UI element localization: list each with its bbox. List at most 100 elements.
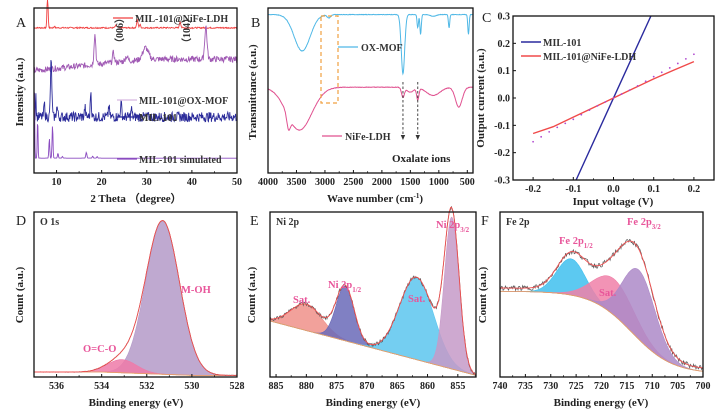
iv-dot bbox=[636, 84, 639, 87]
x-tick-label: 730 bbox=[543, 381, 558, 392]
panel-letter-f: F bbox=[481, 214, 489, 229]
legend-label-mil101-simulated: MIL-101 simulated bbox=[139, 155, 222, 166]
panel-e: E Ni 2p 885 880 875 870 865 860 855 Binding en… bbox=[246, 206, 477, 409]
x-tick-label: 875 bbox=[329, 381, 344, 392]
x-tick-label: 1000 bbox=[429, 177, 449, 188]
iv-dot bbox=[660, 71, 663, 74]
legend-label-mil101-c: MIL-101 bbox=[543, 38, 581, 49]
x-tick-label: 40 bbox=[187, 177, 197, 188]
xrd-series-0 bbox=[33, 0, 238, 30]
panel-a-frame bbox=[33, 7, 238, 174]
panel-c-ticks: -0.2 -0.1 0.0 0.1 0.2 -0.3 -0.2 -0.1 0.0 0.1 0.2 0.… bbox=[494, 12, 700, 196]
x-tick-label: 530 bbox=[184, 381, 199, 392]
iv-dot bbox=[693, 53, 695, 56]
panel-b-frame bbox=[267, 7, 474, 174]
panel-f-plot bbox=[499, 238, 704, 372]
y-tick-label: -0.1 bbox=[494, 121, 510, 132]
panel-b-x-ticks: 4000 3500 3000 2500 2000 1500 1000 500 bbox=[258, 170, 475, 188]
label-ni-2p32-main: Ni 2p bbox=[436, 220, 460, 231]
label-ni-2p12-main: Ni 2p bbox=[328, 280, 352, 291]
x-tick-label: 528 bbox=[230, 381, 245, 392]
x-tick-label: 2000 bbox=[372, 177, 392, 188]
x-tick-label: 720 bbox=[594, 381, 609, 392]
x-tick-label: 885 bbox=[269, 381, 284, 392]
label-fe-2p32-sub: 3/2 bbox=[652, 223, 661, 231]
x-tick-label: 3500 bbox=[286, 177, 306, 188]
x-tick-label: 725 bbox=[569, 381, 584, 392]
x-tick-label: 3000 bbox=[315, 177, 335, 188]
panel-f: F Fe 2p 740 735 730 725 720 715 710 705 700 Bind… bbox=[477, 211, 711, 409]
panel-e-y-label: Count (a.u.) bbox=[246, 266, 258, 323]
panel-a-plot bbox=[33, 0, 238, 160]
iv-dot bbox=[604, 101, 607, 103]
panel-e-title: Ni 2p bbox=[276, 217, 300, 228]
panel-d-x-label: Binding energy (eV) bbox=[89, 397, 184, 409]
panel-b-y-label: Transmittance (a.u.) bbox=[247, 44, 259, 140]
x-tick-label: 2500 bbox=[343, 177, 363, 188]
panel-d-frame bbox=[33, 211, 238, 378]
panel-b-x-label: Wave number (cm-1) bbox=[327, 192, 423, 205]
x-tick-label: 1500 bbox=[400, 177, 420, 188]
panel-e-plot bbox=[269, 206, 477, 377]
panel-letter-b: B bbox=[251, 16, 260, 31]
x-tick-label: 10 bbox=[52, 177, 62, 188]
label-fe-2p32-main: Fe 2p bbox=[627, 217, 652, 228]
label-ni-2p12-sub: 1/2 bbox=[352, 286, 361, 294]
y-tick-label: -0.2 bbox=[494, 148, 510, 159]
iv-dot bbox=[644, 80, 647, 83]
iv-dot bbox=[580, 113, 583, 116]
iv-dot bbox=[556, 126, 559, 129]
x-tick-label: 534 bbox=[94, 381, 109, 392]
x-tick-label: -0.1 bbox=[565, 184, 581, 195]
y-tick-label: 0.1 bbox=[498, 66, 511, 77]
panel-e-frame bbox=[269, 211, 477, 378]
panel-d-y-label: Count (a.u.) bbox=[14, 266, 26, 323]
label-fe-2p12-sub: 1/2 bbox=[584, 242, 593, 250]
label-sat-1: Sat. bbox=[293, 295, 311, 306]
x-tick-label: 870 bbox=[359, 381, 374, 392]
label-sat-f: Sat. bbox=[599, 288, 617, 299]
iv-dot bbox=[532, 140, 534, 143]
xps-envelope bbox=[34, 220, 237, 376]
panel-f-y-label: Count (a.u.) bbox=[477, 266, 489, 323]
annotation-104: （104） bbox=[180, 13, 193, 48]
label-ni-2p32: Ni 2p3/2 bbox=[436, 220, 470, 234]
x-tick-label: 865 bbox=[390, 381, 405, 392]
panel-c-x-label: Input voltage (V) bbox=[573, 196, 654, 208]
x-tick-label: 30 bbox=[142, 177, 152, 188]
legend-label-nife-ldh: NiFe-LDH bbox=[345, 132, 391, 143]
panel-letter-a: A bbox=[16, 16, 27, 31]
x-tick-label: 0.0 bbox=[607, 184, 620, 195]
legend-label-mil101: MIL-101 bbox=[139, 113, 177, 124]
panel-b-x-label-end: ) bbox=[419, 193, 423, 205]
oxalate-arrow-head bbox=[400, 135, 406, 140]
panel-letter-e: E bbox=[250, 214, 259, 229]
xps-envelope bbox=[500, 240, 703, 369]
panel-a-x-ticks: 10 20 30 40 50 bbox=[52, 170, 242, 188]
xps-background bbox=[269, 320, 477, 376]
x-tick-label: 532 bbox=[139, 381, 154, 392]
annotation-oxalate-ions: Oxalate ions bbox=[392, 153, 451, 165]
x-tick-label: 705 bbox=[670, 381, 685, 392]
x-tick-label: 536 bbox=[49, 381, 64, 392]
legend-label-ox-mof: OX-MOF bbox=[361, 43, 403, 54]
iv-dot bbox=[588, 109, 591, 112]
x-tick-label: -0.2 bbox=[525, 184, 541, 195]
x-tick-label: 500 bbox=[460, 177, 475, 188]
label-fe-2p12: Fe 2p1/2 bbox=[559, 236, 593, 250]
iv-dot bbox=[684, 57, 687, 60]
xps-envelope bbox=[270, 206, 477, 375]
iv-dot bbox=[612, 97, 615, 99]
panel-d-plot bbox=[33, 220, 238, 377]
iv-dot bbox=[564, 122, 567, 125]
panel-d-title: O 1s bbox=[40, 217, 59, 228]
label-sat-2: Sat. bbox=[408, 294, 426, 305]
panel-letter-d: D bbox=[16, 214, 26, 229]
annotation-006: （006） bbox=[113, 13, 126, 48]
ftir-series-1 bbox=[267, 86, 474, 132]
iv-dot bbox=[628, 89, 631, 92]
x-tick-label: 50 bbox=[232, 177, 242, 188]
panel-e-x-label: Binding energy (eV) bbox=[326, 397, 421, 409]
label-o-c-o: O=C-O bbox=[83, 344, 116, 355]
